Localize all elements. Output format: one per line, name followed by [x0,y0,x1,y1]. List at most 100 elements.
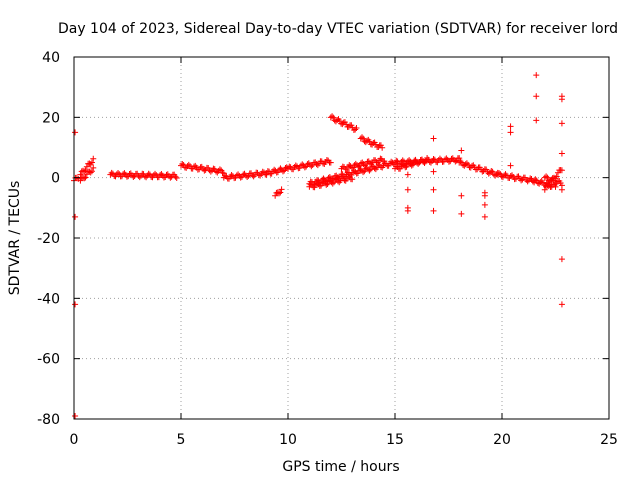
data-point [82,174,89,181]
data-point [304,161,311,168]
data-point [558,120,565,127]
data-point [314,180,321,187]
data-point [507,129,514,136]
data-point [457,158,464,165]
y-tick-label: 20 [42,110,60,126]
data-point [393,157,400,164]
data-point [399,161,406,168]
data-point [120,171,127,178]
data-point [430,135,437,142]
data-point [388,158,395,165]
data-point [543,173,550,180]
data-point [181,164,188,171]
data-point [533,117,540,124]
data-point [554,169,561,176]
data-point [190,163,197,170]
data-point [235,171,242,178]
data-point [488,168,495,175]
data-point [327,159,334,166]
data-point [541,186,548,193]
data-point [173,174,180,181]
x-tick-label: 20 [493,432,511,448]
data-point [381,158,388,165]
data-point [240,171,247,178]
data-point [157,172,164,179]
data-point [558,96,565,103]
data-point [72,301,79,308]
data-point [88,159,95,166]
data-point [323,157,330,164]
data-point [83,163,90,170]
data-point [430,186,437,193]
data-point [404,171,411,178]
data-point [366,167,373,174]
data-point [452,158,459,165]
data-point [545,177,552,184]
data-point [416,159,423,166]
data-point [72,213,79,220]
data-point [282,165,289,172]
x-tick-label: 15 [386,432,404,448]
data-point [357,160,364,167]
data-point [216,166,223,173]
data-point [545,183,552,190]
data-point [145,170,152,177]
data-point [415,160,422,167]
data-point [458,210,465,217]
x-tick-label: 5 [177,432,186,448]
y-axis-label: SDTVAR / TECUs [7,181,23,296]
data-point [458,192,465,199]
data-point [313,161,320,168]
data-point [362,165,369,172]
data-point [458,159,465,166]
data-point [115,170,122,177]
data-point [411,159,418,166]
data-point [77,177,84,184]
data-point [123,173,130,180]
data-point [532,176,539,183]
data-point [81,175,88,182]
data-point [518,177,525,184]
data-point [361,138,368,145]
data-point [349,176,356,183]
data-point [558,301,565,308]
data-point [406,159,413,166]
data-point [492,172,499,179]
data-point [420,158,427,165]
data-point [361,162,368,169]
data-point [163,171,170,178]
data-point [323,181,330,188]
y-tick-label: -40 [37,291,60,307]
data-point [355,163,362,170]
data-point [336,117,343,124]
data-point [553,173,560,180]
data-point [469,162,476,169]
data-point [341,177,348,184]
data-point [498,173,505,180]
data-point [308,163,315,170]
data-point [558,256,565,263]
data-point [373,159,380,166]
data-point [496,170,503,177]
grid [74,57,609,419]
data-point [207,168,214,175]
data-point [361,168,368,175]
data-point [299,161,306,168]
data-point [255,171,262,178]
data-point [334,116,341,123]
data-point [430,207,437,214]
data-point [244,173,251,180]
data-point [325,178,332,185]
data-point [352,160,359,167]
data-point [172,173,179,180]
data-point [130,173,137,180]
data-points [71,72,565,419]
data-point [424,154,431,161]
x-tick-label: 10 [279,432,297,448]
data-point [320,160,327,167]
data-point [185,161,192,168]
data-point [533,93,540,100]
data-point [222,172,229,179]
axes: 0 5 10 15 20 25 -80 -60 -40 -20 0 20 40 [37,50,618,448]
